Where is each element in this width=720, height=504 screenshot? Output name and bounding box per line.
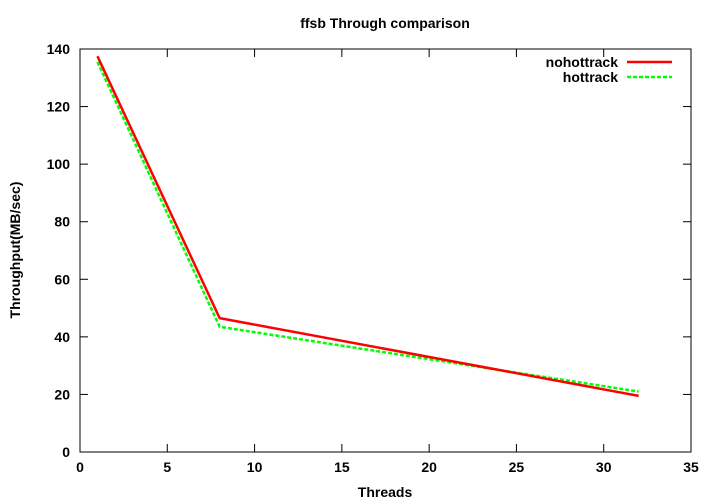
y-tick-label: 100 — [47, 156, 71, 172]
series-line-hottrack — [96, 61, 639, 393]
y-tick-label: 0 — [62, 444, 70, 460]
series-layer — [96, 55, 639, 398]
x-tick-label: 5 — [163, 459, 171, 475]
legend: nohottrack hottrack — [546, 54, 672, 85]
y-axis-ticks: 0 20 40 60 80 100 120 140 — [47, 41, 691, 460]
plot-frame — [79, 48, 692, 453]
x-tick-label: 10 — [247, 459, 263, 475]
x-axis-label: Threads — [358, 484, 413, 500]
y-axis-label: Throughput(MB/sec) — [7, 182, 23, 319]
legend-label-hottrack: hottrack — [563, 69, 618, 85]
chart-title: ffsb Through comparison — [300, 15, 470, 31]
y-tick-label: 80 — [54, 214, 70, 230]
y-tick-label: 140 — [47, 41, 71, 57]
x-tick-label: 25 — [509, 459, 525, 475]
y-tick-label: 40 — [54, 329, 70, 345]
x-tick-label: 35 — [683, 459, 699, 475]
x-tick-label: 20 — [421, 459, 437, 475]
series-line-nohottrack — [96, 55, 639, 398]
x-tick-label: 30 — [596, 459, 612, 475]
x-axis-ticks: 0 5 10 15 20 25 30 35 — [76, 49, 699, 475]
y-tick-label: 60 — [54, 271, 70, 287]
x-tick-label: 15 — [334, 459, 350, 475]
y-tick-label: 20 — [54, 386, 70, 402]
legend-label-nohottrack: nohottrack — [546, 54, 619, 70]
x-tick-label: 0 — [76, 459, 84, 475]
y-tick-label: 120 — [47, 99, 71, 115]
